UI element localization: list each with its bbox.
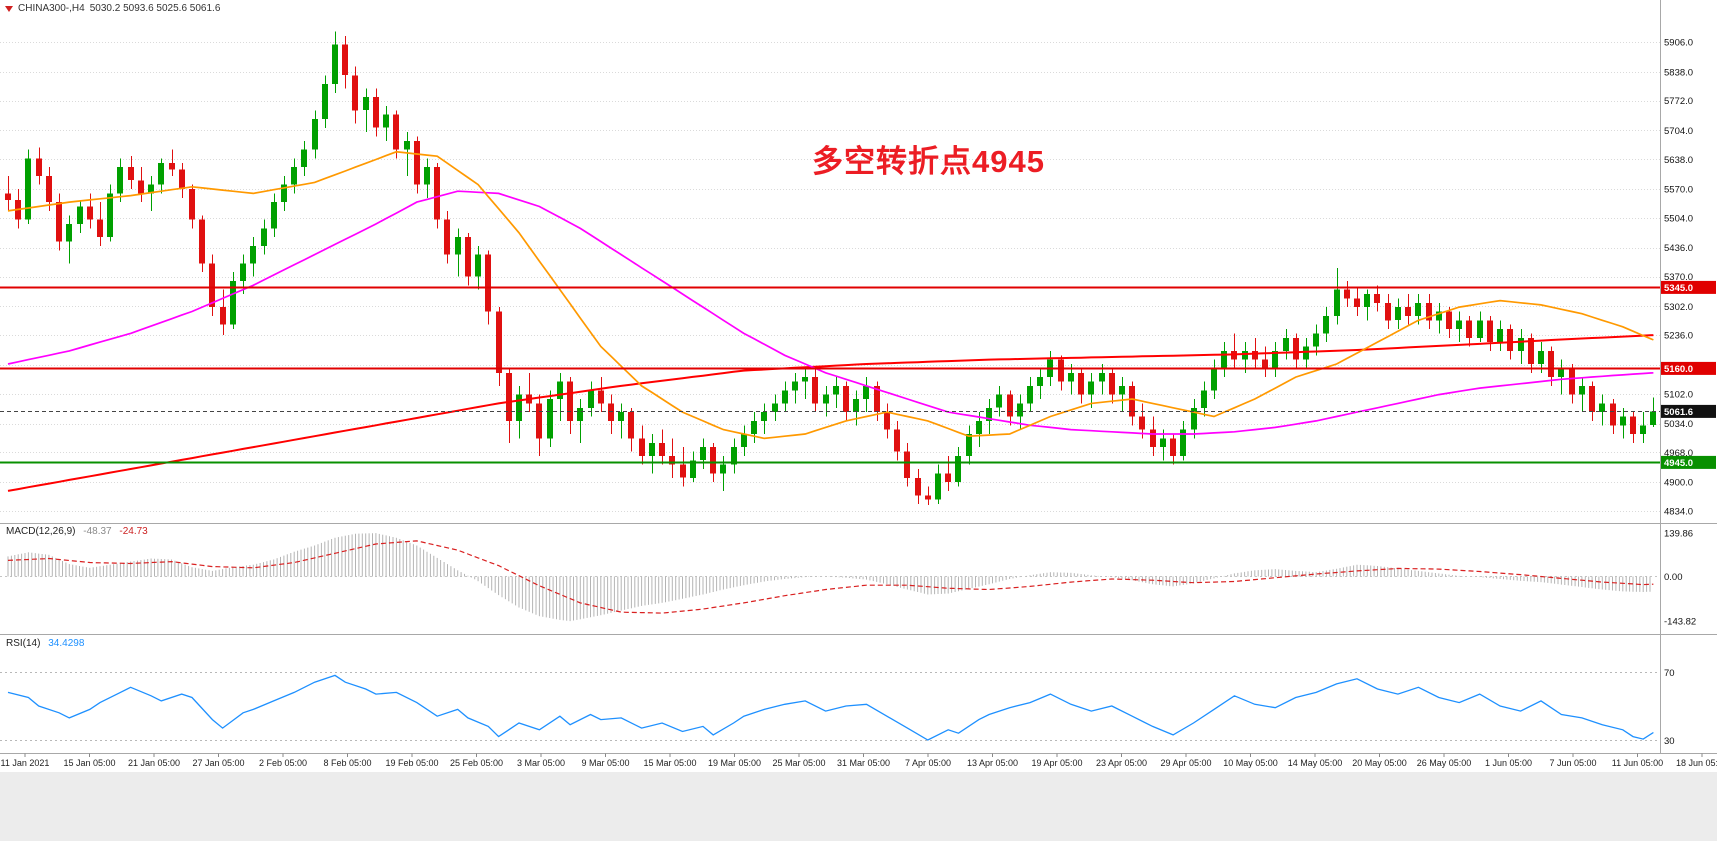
price-levels [0, 286, 1660, 464]
svg-text:5302.0: 5302.0 [1664, 302, 1693, 313]
svg-text:5034.0: 5034.0 [1664, 419, 1693, 430]
svg-text:7 Jun 05:00: 7 Jun 05:00 [1549, 758, 1596, 768]
svg-text:27 Jan 05:00: 27 Jan 05:00 [192, 758, 244, 768]
macd-signal-line [7, 540, 1654, 614]
svg-text:5638.0: 5638.0 [1664, 155, 1693, 166]
svg-text:5570.0: 5570.0 [1664, 185, 1693, 196]
svg-text:5160.0: 5160.0 [1664, 364, 1693, 375]
svg-text:5345.0: 5345.0 [1664, 283, 1693, 294]
svg-text:0.00: 0.00 [1664, 572, 1683, 583]
svg-text:25 Mar 05:00: 25 Mar 05:00 [772, 758, 825, 768]
chart-background [0, 0, 1717, 772]
macd-label: MACD(12,26,9) -48.37 -24.73 [6, 526, 148, 537]
svg-text:5102.0: 5102.0 [1664, 389, 1693, 400]
svg-text:18 Jun 05:00: 18 Jun 05:00 [1676, 758, 1717, 768]
rsi-name: RSI(14) [6, 638, 41, 649]
symbol-marker-icon [5, 5, 13, 12]
ma-red-line [7, 334, 1654, 492]
svg-text:5436.0: 5436.0 [1664, 243, 1693, 254]
svg-text:4968.0: 4968.0 [1664, 448, 1693, 459]
axis-level-labels: 5345.0 5160.0 4945.0 5061.6 [1661, 280, 1716, 469]
svg-text:19 Apr 05:00: 19 Apr 05:00 [1031, 758, 1082, 768]
symbol-title: CHINA300-,H4 [18, 3, 85, 14]
svg-text:70: 70 [1664, 668, 1675, 679]
svg-text:21 Jan 05:00: 21 Jan 05:00 [128, 758, 180, 768]
svg-text:13 Apr 05:00: 13 Apr 05:00 [967, 758, 1018, 768]
macd-histogram [7, 533, 1651, 622]
svg-text:5838.0: 5838.0 [1664, 67, 1693, 78]
date-axis: 11 Jan 2021 15 Jan 05:00 21 Jan 05:00 27 Ja… [1, 753, 1717, 768]
macd-signal-value: -24.73 [119, 526, 148, 537]
svg-text:5236.0: 5236.0 [1664, 331, 1693, 342]
svg-text:5061.6: 5061.6 [1664, 407, 1693, 418]
svg-text:10 May 05:00: 10 May 05:00 [1223, 758, 1278, 768]
svg-text:11 Jun 05:00: 11 Jun 05:00 [1612, 758, 1663, 768]
svg-text:5704.0: 5704.0 [1664, 126, 1693, 137]
ma-magenta-line [7, 190, 1654, 435]
price-grid [0, 42, 1660, 512]
axis-frame [0, 0, 1717, 754]
price-chart-canvas[interactable]: 5906.0 5838.0 5772.0 5704.0 5638.0 5570.0 5504… [0, 0, 1717, 772]
svg-text:15 Mar 05:00: 15 Mar 05:00 [643, 758, 696, 768]
annotation-text: 多空转折点4945 [812, 144, 1045, 179]
svg-text:5504.0: 5504.0 [1664, 213, 1693, 224]
svg-text:5772.0: 5772.0 [1664, 96, 1693, 107]
rsi-label: RSI(14) 34.4298 [6, 638, 84, 649]
rsi-line [7, 674, 1654, 741]
svg-text:7 Apr 05:00: 7 Apr 05:00 [905, 758, 951, 768]
svg-text:15 Jan 05:00: 15 Jan 05:00 [63, 758, 115, 768]
symbol-info: CHINA300-,H4 5030.2 5093.6 5025.6 5061.6 [5, 3, 220, 14]
svg-text:4834.0: 4834.0 [1664, 507, 1693, 518]
svg-text:19 Feb 05:00: 19 Feb 05:00 [385, 758, 438, 768]
svg-text:23 Apr 05:00: 23 Apr 05:00 [1096, 758, 1147, 768]
rsi-pane: 70 30 [0, 668, 1675, 747]
svg-text:139.86: 139.86 [1664, 529, 1693, 540]
svg-text:9 Mar 05:00: 9 Mar 05:00 [581, 758, 629, 768]
svg-text:11 Jan 2021: 11 Jan 2021 [1, 758, 50, 768]
macd-main-value: -48.37 [83, 526, 112, 537]
svg-text:4945.0: 4945.0 [1664, 458, 1693, 469]
svg-text:2 Feb 05:00: 2 Feb 05:00 [259, 758, 307, 768]
macd-pane: 139.86 0.00 -143.82 [0, 529, 1696, 628]
candles-layer [5, 31, 1656, 505]
rsi-value: 34.4298 [48, 638, 85, 649]
svg-text:14 May 05:00: 14 May 05:00 [1288, 758, 1343, 768]
svg-text:4900.0: 4900.0 [1664, 478, 1693, 489]
svg-text:20 May 05:00: 20 May 05:00 [1352, 758, 1407, 768]
svg-text:-143.82: -143.82 [1664, 617, 1696, 628]
svg-text:29 Apr 05:00: 29 Apr 05:00 [1160, 758, 1211, 768]
svg-text:31 Mar 05:00: 31 Mar 05:00 [837, 758, 890, 768]
svg-text:25 Feb 05:00: 25 Feb 05:00 [450, 758, 503, 768]
ma-orange-line [7, 150, 1654, 440]
macd-name: MACD(12,26,9) [6, 526, 76, 537]
svg-text:19 Mar 05:00: 19 Mar 05:00 [708, 758, 761, 768]
svg-text:30: 30 [1664, 736, 1675, 747]
symbol-ohlc: 5030.2 5093.6 5025.6 5061.6 [89, 3, 221, 14]
price-axis-labels: 5906.0 5838.0 5772.0 5704.0 5638.0 5570.0 5504… [1664, 38, 1693, 518]
svg-text:5906.0: 5906.0 [1664, 38, 1693, 49]
svg-text:26 May 05:00: 26 May 05:00 [1417, 758, 1472, 768]
svg-text:1 Jun 05:00: 1 Jun 05:00 [1485, 758, 1532, 768]
svg-text:8 Feb 05:00: 8 Feb 05:00 [323, 758, 371, 768]
svg-text:3 Mar 05:00: 3 Mar 05:00 [517, 758, 565, 768]
svg-text:5370.0: 5370.0 [1664, 272, 1693, 283]
